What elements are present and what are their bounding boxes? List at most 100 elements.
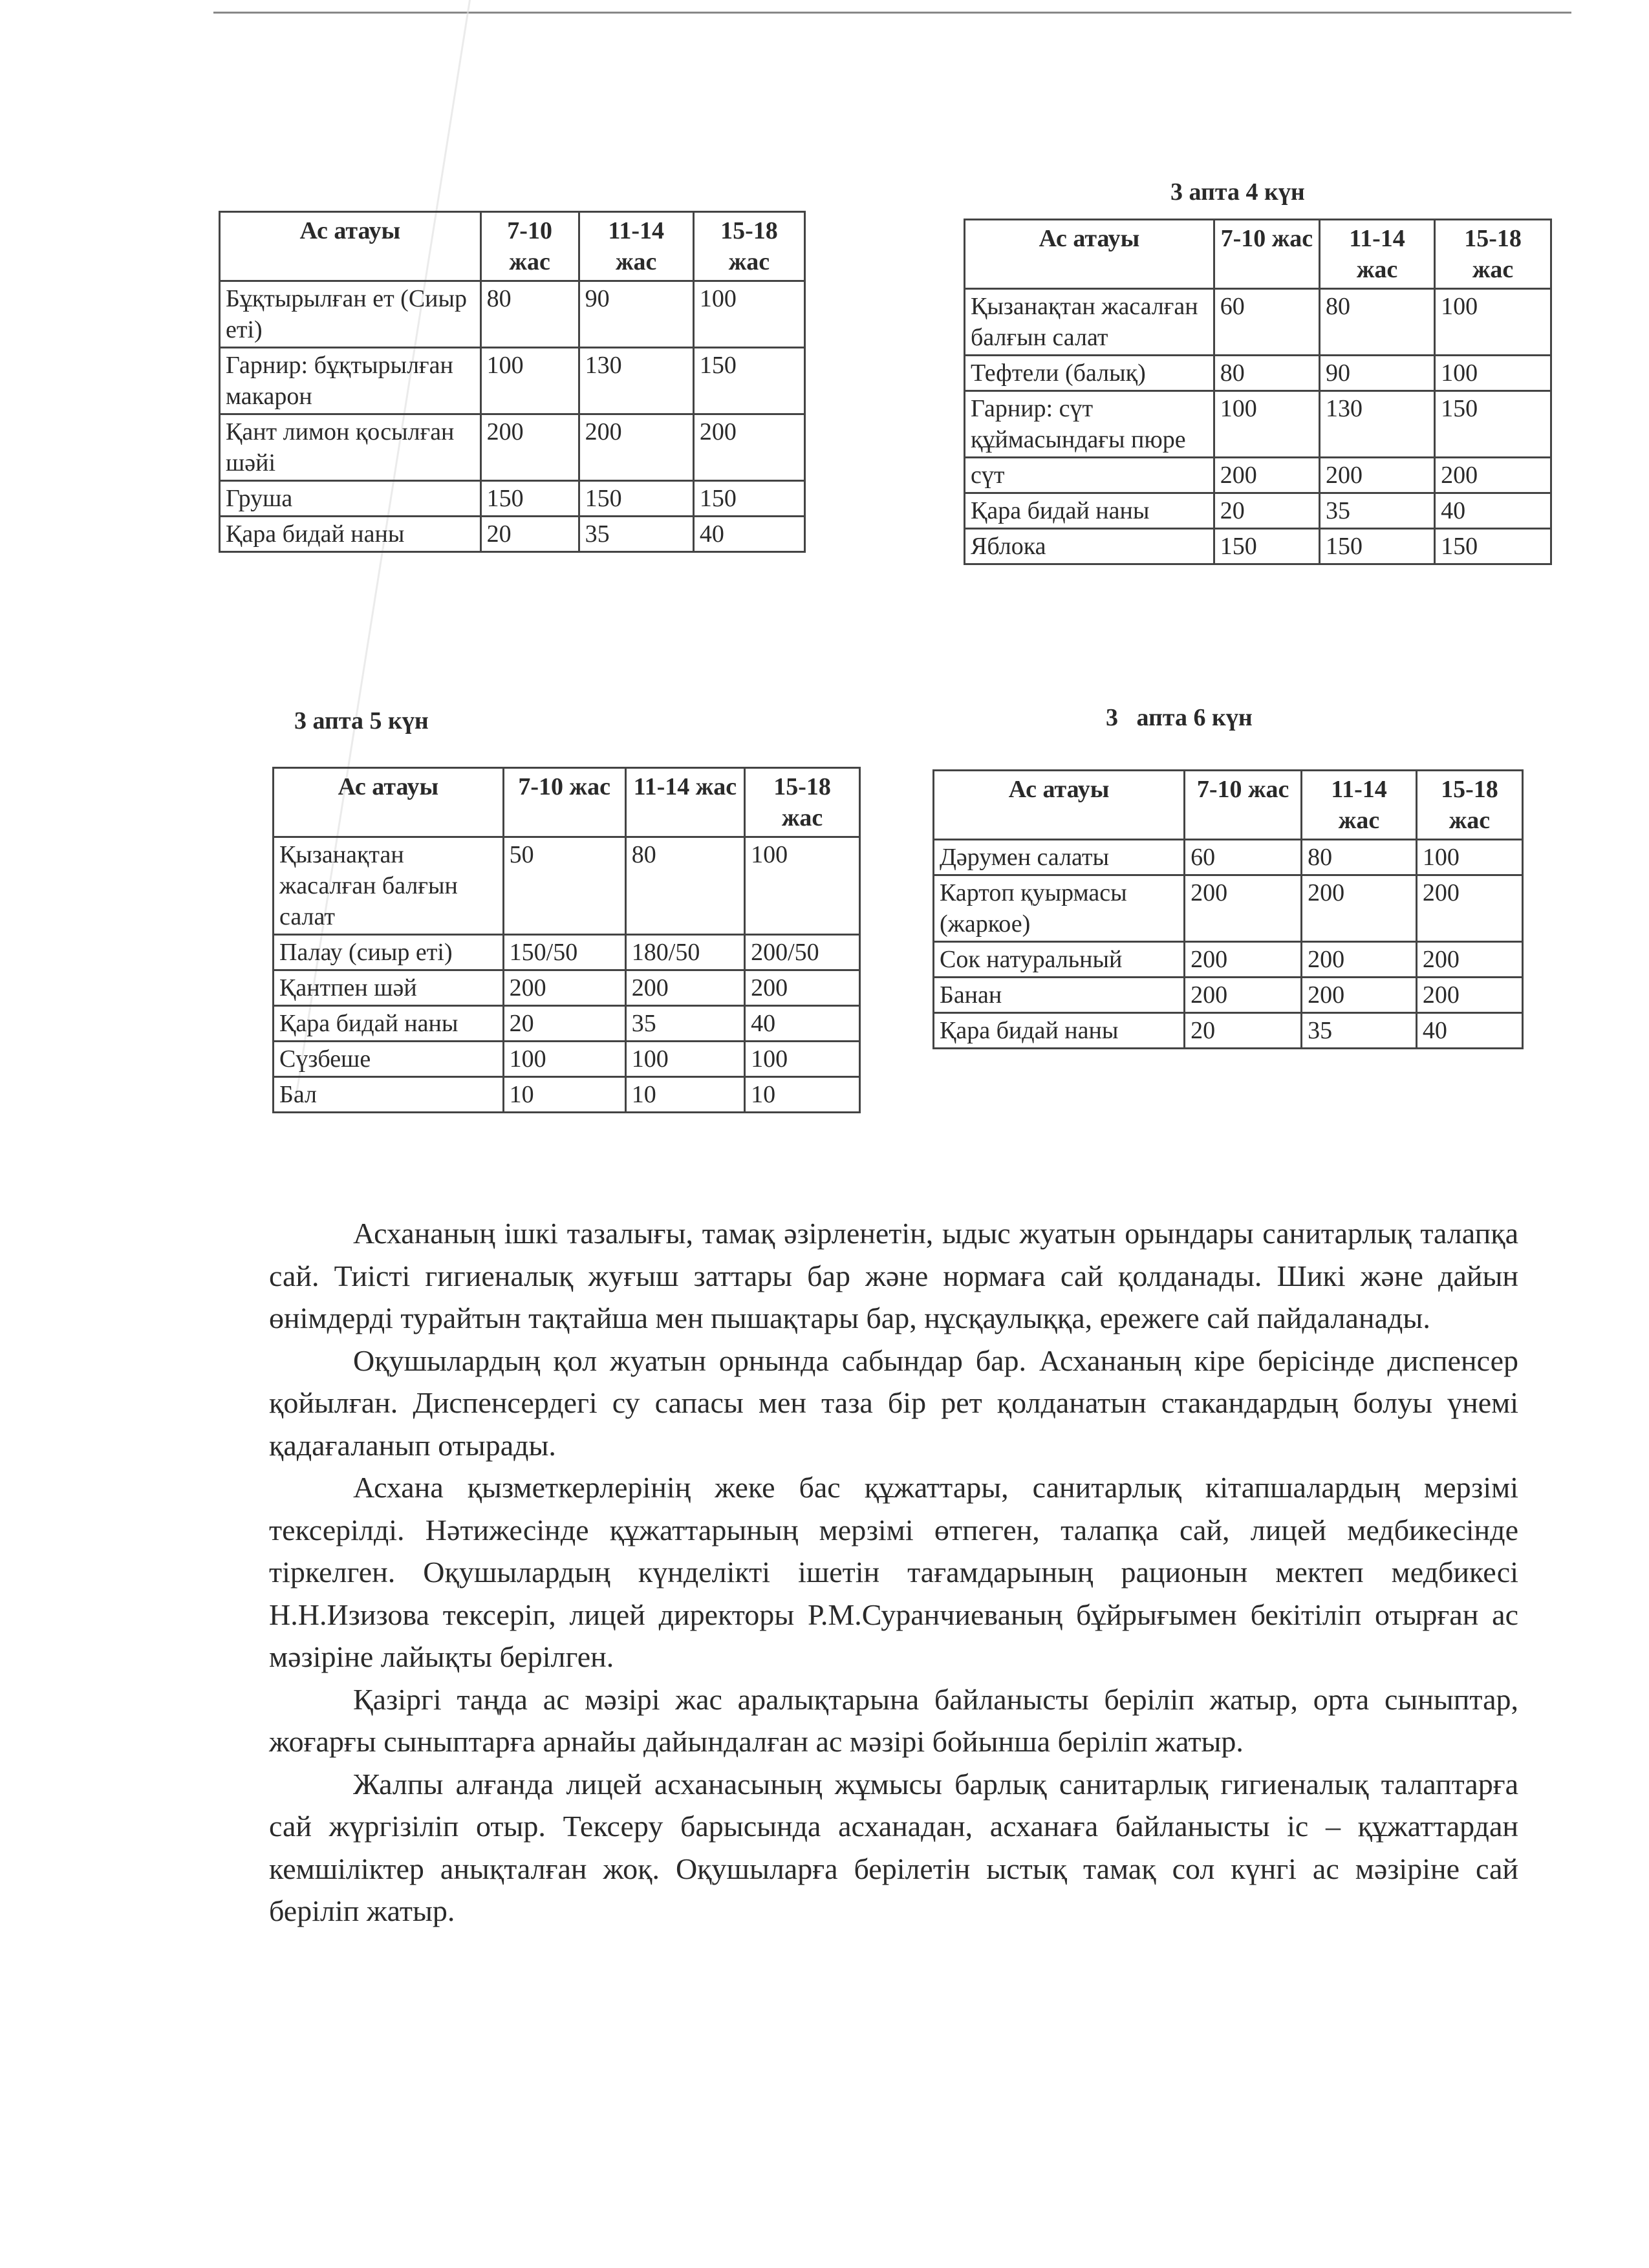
portion-cell: 130 [577,347,695,415]
paragraph: Жалпы алғанда лицей асханасының жұмысы б… [269,1767,1518,1928]
portion-cell: 80 [1212,354,1320,392]
dish-name-cell: Дәрумен салаты [932,839,1186,876]
column-header: 11-14 жас [1318,219,1436,290]
portion-cell: 100 [744,836,861,936]
table-row: Сок натуральный 200 200 200 [932,941,1524,978]
dish-name-cell: Қызанақтан жасалған балғын салат [272,836,504,936]
table-row: Қара бидай наны 20 35 40 [272,1005,861,1042]
column-header: 7-10 жас [502,767,627,838]
portion-cell: 100 [1434,288,1552,356]
portion-cell: 150 [692,347,806,415]
portion-cell: 60 [1183,839,1303,876]
portion-cell: 180/50 [624,934,746,971]
column-header: 11-14 жас [1300,769,1417,840]
table-row: Тефтели (балық) 80 90 100 [964,354,1552,392]
table-row: Бал 10 10 10 [272,1076,861,1113]
table-row: Дәрумен салаты 60 80 100 [932,839,1524,876]
portion-cell: 200 [1183,941,1303,978]
column-header: Ас атауы [932,769,1186,840]
portion-cell: 35 [1318,492,1436,530]
portion-cell: 100 [744,1040,861,1078]
scan-edge-line [213,12,1571,14]
table-title-week3-day5: 3 апта 5 күн [294,707,429,734]
paragraph: Асхананың ішкі тазалығы, тамақ әзірленет… [269,1217,1518,1334]
dish-name-cell: сүт [964,456,1215,494]
table-row: Қант лимон қосылған шәйі 200 200 200 [219,413,806,482]
dish-name-cell: Гарнир: бұқтырылған макарон [219,347,482,415]
portion-cell: 35 [624,1005,746,1042]
dish-name-cell: Сок натуральный [932,941,1186,978]
table-row: сүт 200 200 200 [964,456,1552,494]
dish-name-cell: Бұқтырылған ет (Сиыр еті) [219,280,482,348]
portion-cell: 40 [1415,1012,1524,1049]
portion-cell: 35 [1300,1012,1417,1049]
portion-cell: 200 [1300,941,1417,978]
portion-cell: 200 [1415,976,1524,1014]
portion-cell: 200 [1415,941,1524,978]
menu-table-week3-day4: Ас атауы 7-10 жас 11-14 жас 15-18 жас Қызана… [964,219,1552,565]
portion-cell: 10 [744,1076,861,1113]
portion-cell: 35 [577,515,695,553]
portion-cell: 200 [1300,976,1417,1014]
portion-cell: 80 [1300,839,1417,876]
dish-name-cell: Сүзбеше [272,1040,504,1078]
portion-cell: 200 [744,969,861,1007]
table-title-week3-day6: 3 апта 6 күн [1106,704,1253,731]
portion-cell: 200 [1434,456,1552,494]
portion-cell: 40 [744,1005,861,1042]
portion-cell: 200 [1318,456,1436,494]
header-row: Ас атауы 7-10 жас 11-14 жас 15-18 жас [932,769,1524,840]
portion-cell: 20 [502,1005,627,1042]
dish-name-cell: Қара бидай наны [964,492,1215,530]
dish-name-cell: Қара бидай наны [219,515,482,553]
table-row: Қызанақтан жасалған балғын салат 60 80 100 [964,288,1552,356]
paragraph: Оқушылардың қол жуатын орнында сабындар … [269,1343,1518,1462]
portion-cell: 90 [577,280,695,348]
dish-name-cell: Тефтели (балық) [964,354,1215,392]
portion-cell: 80 [479,280,580,348]
portion-cell: 100 [1434,354,1552,392]
portion-cell: 200 [692,413,806,482]
portion-cell: 100 [479,347,580,415]
portion-cell: 100 [624,1040,746,1078]
portion-cell: 80 [1318,288,1436,356]
header-row: Ас атауы 7-10 жас 11-14 жас 15-18 жас [964,219,1552,290]
table-row: Қантпен шәй 200 200 200 [272,969,861,1007]
paragraph: Қазіргі таңда ас мәзірі жас аралықтарына… [269,1682,1518,1759]
header-row: Ас атауы 7-10 жас 11-14 жас 15-18 жас [219,211,806,282]
portion-cell: 40 [1434,492,1552,530]
menu-table-week3-day6: Ас атауы 7-10 жас 11-14 жас 15-18 жас Дәруме… [932,769,1524,1049]
portion-cell: 150 [692,480,806,517]
menu-table-week3-day5: Ас атауы 7-10 жас 11-14 жас 15-18 жас Қызана… [272,767,861,1113]
portion-cell: 10 [624,1076,746,1113]
portion-cell: 50 [502,836,627,936]
menu-table-1: Ас атауы 7-10 жас 11-14 жас 15-18 жас Бұқтыр… [219,211,806,553]
portion-cell: 200 [1212,456,1320,494]
dish-name-cell: Гарнир: сүт құймасындағы пюре [964,390,1215,458]
table-row: Картоп қуырмасы (жаркое) 200 200 200 [932,874,1524,943]
portion-cell: 90 [1318,354,1436,392]
dish-name-cell: Картоп қуырмасы (жаркое) [932,874,1186,943]
portion-cell: 200 [502,969,627,1007]
column-header: 7-10 жас [479,211,580,282]
table-row: Яблока 150 150 150 [964,528,1552,565]
column-header: 11-14 жас [624,767,746,838]
portion-cell: 80 [624,836,746,936]
column-header: Ас атауы [272,767,504,838]
portion-cell: 100 [692,280,806,348]
portion-cell: 100 [502,1040,627,1078]
column-header: Ас атауы [964,219,1215,290]
dish-name-cell: Яблока [964,528,1215,565]
dish-name-cell: Бал [272,1076,504,1113]
portion-cell: 20 [479,515,580,553]
portion-cell: 10 [502,1076,627,1113]
column-header: 7-10 жас [1183,769,1303,840]
portion-cell: 100 [1415,839,1524,876]
portion-cell: 150 [1434,390,1552,458]
dish-name-cell: Банан [932,976,1186,1014]
portion-cell: 150 [577,480,695,517]
column-header: 15-18 жас [1434,219,1552,290]
portion-cell: 200 [577,413,695,482]
portion-cell: 130 [1318,390,1436,458]
portion-cell: 200 [479,413,580,482]
